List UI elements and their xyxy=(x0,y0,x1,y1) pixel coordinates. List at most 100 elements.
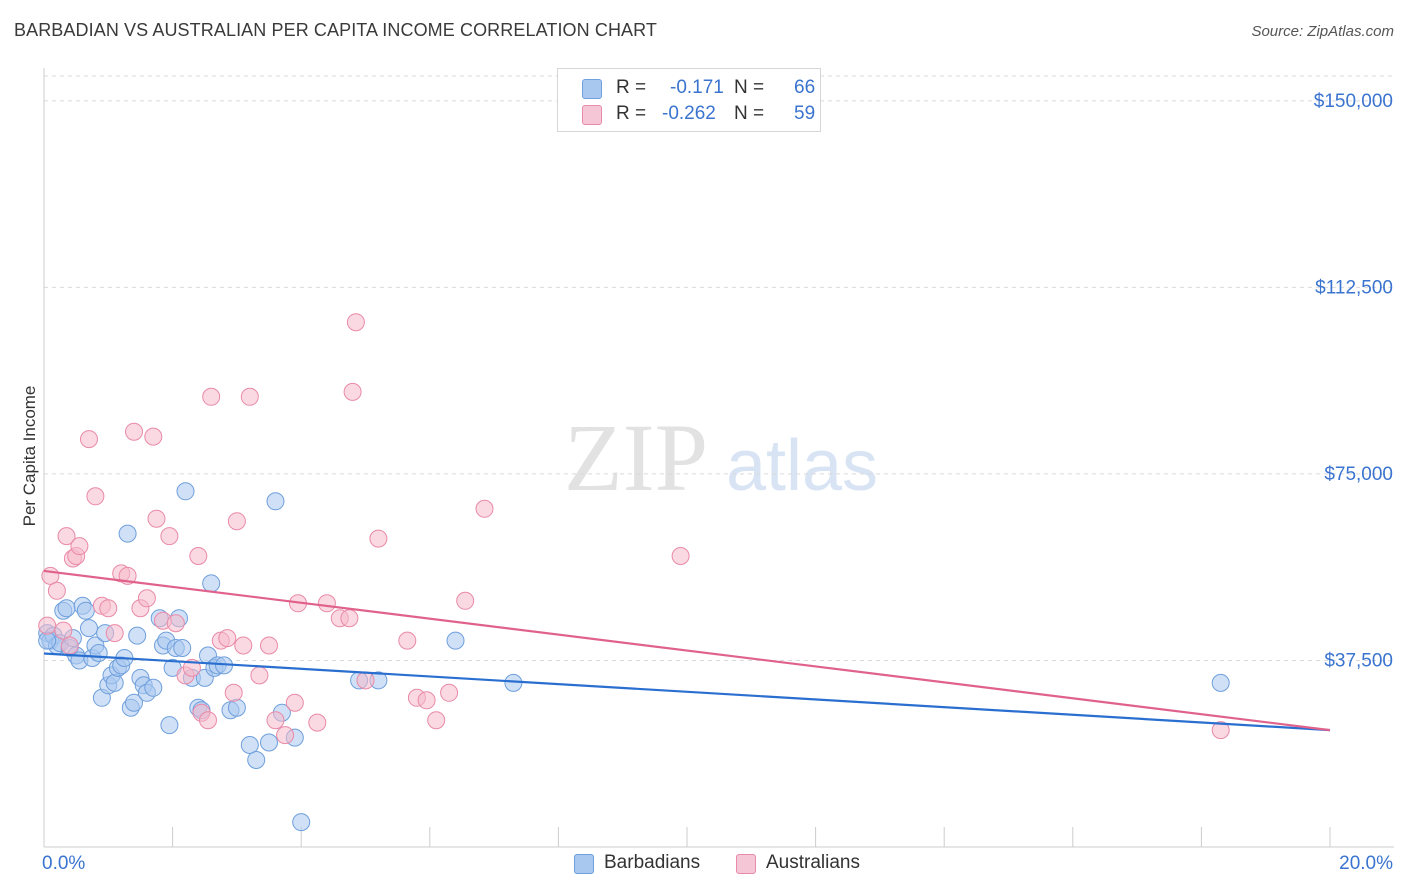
australians-point-22 xyxy=(160,527,179,546)
x-tick-label-left: 0.0% xyxy=(42,853,85,874)
barbadians-point-36 xyxy=(160,716,179,735)
australians-point-26 xyxy=(189,547,208,565)
barbadians-trend-line xyxy=(43,652,1331,732)
australians-point-39 xyxy=(276,726,295,745)
blue-swatch xyxy=(582,79,602,99)
barbadians-point-48 xyxy=(176,482,195,501)
barbadians-point-25 xyxy=(118,524,137,543)
australians-point-29 xyxy=(202,387,221,406)
australians-point-28 xyxy=(199,711,217,730)
n-label: N = xyxy=(734,77,765,98)
r-value: -0.262 xyxy=(662,103,716,124)
r-label: R = xyxy=(616,77,647,98)
australians-point-43 xyxy=(317,594,336,613)
australians-point-13 xyxy=(105,624,124,643)
australians-point-47 xyxy=(346,313,365,332)
x-tick-label-right: 20.0% xyxy=(1339,853,1393,874)
barbadians-point-28 xyxy=(128,626,147,645)
barbadians-point-56 xyxy=(266,492,285,511)
barbadians-point-46 xyxy=(202,574,221,593)
australians-point-55 xyxy=(456,591,475,610)
australians-point-10 xyxy=(86,487,105,506)
axes xyxy=(43,68,1394,848)
barbadians-point-12 xyxy=(76,601,95,620)
y-tick-label-3: $150,000 xyxy=(1314,91,1393,112)
barbadians-point-6 xyxy=(57,599,76,618)
australians-point-56 xyxy=(475,499,494,518)
stats-legend: R = -0.171 N = 66 R = -0.262 N = 59 xyxy=(557,68,821,132)
australians-point-45 xyxy=(340,609,359,628)
r-value: -0.171 xyxy=(670,77,724,98)
y-tick-label-1: $75,000 xyxy=(1324,464,1393,485)
australians-point-16 xyxy=(125,422,143,441)
legend-label: Barbadians xyxy=(604,852,701,873)
australians-point-4 xyxy=(57,527,76,546)
australians-point-2 xyxy=(47,581,66,600)
australians-point-37 xyxy=(260,636,278,655)
australians-point-48 xyxy=(356,671,375,690)
barbadians-point-13 xyxy=(80,619,98,638)
australians-point-58 xyxy=(1211,721,1230,740)
watermark-atlas: atlas xyxy=(726,426,878,506)
australians-point-35 xyxy=(240,387,259,406)
series-legend: Barbadians Australians xyxy=(0,852,1406,878)
barbadians-point-65 xyxy=(38,631,57,650)
australians-point-8 xyxy=(70,537,89,556)
australians-point-40 xyxy=(285,693,304,712)
australians-point-19 xyxy=(144,427,163,446)
y-tick-labels: $37,500 $75,000 $112,500 $150,000 xyxy=(1314,91,1393,672)
barbadians-points xyxy=(38,482,1230,832)
pink-swatch xyxy=(736,854,756,874)
australians-point-46 xyxy=(343,382,362,401)
australians-point-23 xyxy=(166,614,185,633)
australians-point-49 xyxy=(369,529,388,548)
australians-point-53 xyxy=(427,711,446,730)
barbadians-point-64 xyxy=(1211,673,1230,692)
y-tick-label-2: $112,500 xyxy=(1315,277,1393,298)
y-tick-label-0: $37,500 xyxy=(1324,650,1393,671)
australians-point-12 xyxy=(99,599,118,618)
australians-point-5 xyxy=(60,636,79,655)
australians-points xyxy=(38,313,1230,745)
source-label: Source: ZipAtlas.com xyxy=(1251,23,1394,40)
australians-point-32 xyxy=(224,683,243,702)
australians-point-50 xyxy=(398,631,417,650)
australians-point-36 xyxy=(250,666,269,685)
australians-point-3 xyxy=(54,621,73,640)
x-tick-labels: 0.0% 20.0% xyxy=(42,853,1393,874)
australians-point-18 xyxy=(137,589,156,608)
watermark: ZIP atlas xyxy=(564,404,878,511)
barbadians-point-59 xyxy=(292,813,311,832)
r-label: R = xyxy=(616,103,647,124)
australians-point-9 xyxy=(80,430,98,449)
watermark-zip: ZIP xyxy=(564,404,708,511)
barbadians-point-32 xyxy=(144,678,163,697)
blue-swatch xyxy=(574,854,594,874)
australians-point-57 xyxy=(671,547,690,565)
barbadians-point-52 xyxy=(227,698,246,717)
australians-point-38 xyxy=(266,711,285,730)
n-value: 59 xyxy=(794,103,816,124)
legend-label: Australians xyxy=(766,852,860,873)
barbadians-point-55 xyxy=(260,733,278,752)
gridlines xyxy=(44,75,1394,661)
barbadians-point-40 xyxy=(173,639,192,657)
australians-point-54 xyxy=(440,683,459,702)
trend-lines xyxy=(43,569,1331,732)
australians-point-42 xyxy=(308,713,327,732)
barbadians-point-62 xyxy=(446,631,465,650)
australians-point-0 xyxy=(38,616,57,635)
pink-swatch xyxy=(582,105,602,125)
australians-point-20 xyxy=(147,509,166,528)
australians-point-33 xyxy=(227,512,246,531)
australians-point-31 xyxy=(218,629,237,648)
barbadians-point-16 xyxy=(89,644,108,662)
barbadians-point-21 xyxy=(105,673,124,692)
australians-point-34 xyxy=(234,636,253,655)
n-value: 66 xyxy=(794,77,816,98)
barbadians-point-54 xyxy=(247,751,266,769)
chart-title: BARBADIAN VS AUSTRALIAN PER CAPITA INCOM… xyxy=(14,20,658,40)
barbadians-point-53 xyxy=(240,736,259,754)
australians-trend-line xyxy=(43,569,1331,732)
